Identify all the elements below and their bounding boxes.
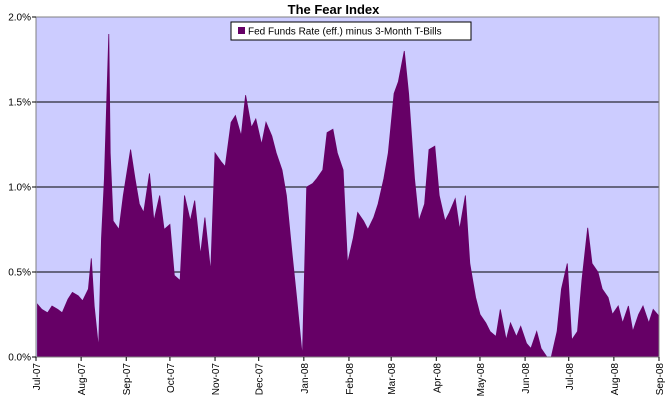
y-tick-label: 0.5% <box>8 268 31 279</box>
x-tick-label: Jul-08 <box>565 363 576 391</box>
y-axis: 0.0% 0.5% 1.0% 1.5% 2.0% <box>8 13 36 364</box>
x-tick-label: Apr-08 <box>432 363 443 393</box>
x-axis: Jul-07 Aug-07 Sep-07 Oct-07 Nov-07 Dec-07 Jan-… <box>32 357 666 396</box>
x-tick-label: Dec-07 <box>255 363 266 396</box>
x-tick-label: Jan-08 <box>300 363 311 394</box>
x-tick-label: Aug-08 <box>610 363 621 396</box>
x-tick-label: Sep-07 <box>122 363 133 396</box>
x-tick-label: Nov-07 <box>211 363 222 396</box>
y-tick-label: 1.5% <box>8 98 31 109</box>
x-tick-label: May-08 <box>476 363 487 397</box>
x-tick-label: Sep-08 <box>655 363 666 396</box>
legend-swatch <box>238 27 245 34</box>
x-tick-label: Mar-08 <box>387 363 398 395</box>
y-tick-label: 2.0% <box>8 13 31 24</box>
legend-label: Fed Funds Rate (eff.) minus 3-Month T-Bi… <box>248 27 442 38</box>
series-area <box>37 33 660 358</box>
x-tick-label: Jul-07 <box>32 363 43 391</box>
x-tick-label: Feb-08 <box>345 363 356 395</box>
x-tick-label: Oct-07 <box>166 363 177 393</box>
x-tick-label: Jun-08 <box>521 363 532 394</box>
legend: Fed Funds Rate (eff.) minus 3-Month T-Bi… <box>230 21 472 41</box>
legend-box <box>230 21 472 41</box>
x-tick-label: Aug-07 <box>77 363 88 396</box>
chart-title: The Fear Index <box>287 2 380 17</box>
series-layer <box>37 33 660 358</box>
y-tick-label: 1.0% <box>8 183 31 194</box>
y-tick-label: 0.0% <box>8 353 31 364</box>
